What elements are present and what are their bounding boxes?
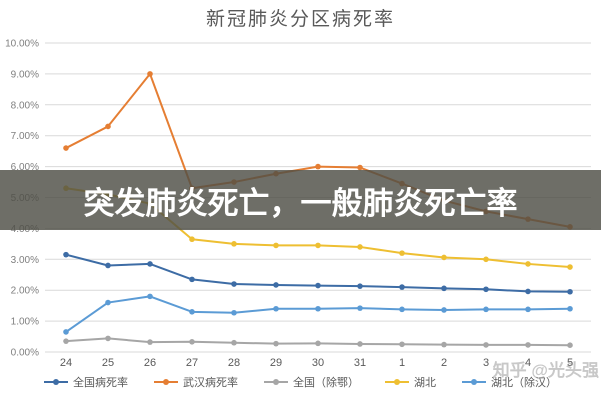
y-axis-tick-label: 8.00%	[11, 100, 39, 111]
legend-marker-icon	[44, 379, 68, 385]
legend-label: 武汉病死率	[183, 377, 238, 389]
data-point	[525, 342, 531, 348]
data-point	[147, 339, 153, 345]
legend-marker-icon	[462, 379, 486, 385]
data-point	[399, 250, 405, 256]
data-point	[189, 236, 195, 243]
data-point	[399, 306, 405, 313]
data-point	[441, 254, 447, 261]
data-point	[525, 306, 531, 313]
legend-marker-icon	[264, 379, 288, 385]
data-point	[567, 288, 573, 295]
data-point	[63, 329, 69, 335]
data-point	[483, 342, 489, 348]
data-point	[357, 283, 363, 289]
data-point	[105, 262, 111, 269]
overlay-banner-text: 突发肺炎死亡，一般肺炎死亡率	[83, 185, 518, 221]
data-point	[441, 285, 447, 292]
x-axis-tick-label: 3	[483, 357, 489, 369]
data-point	[357, 164, 363, 171]
x-axis-tick-label: 24	[60, 357, 72, 369]
x-axis-tick-label: 30	[312, 357, 324, 369]
legend-label: 全国病死率	[73, 377, 128, 389]
data-point	[315, 242, 321, 249]
data-point	[231, 309, 237, 316]
data-point	[105, 299, 111, 306]
data-point	[147, 293, 153, 300]
data-point	[273, 340, 279, 347]
data-point	[525, 288, 531, 295]
data-point	[357, 341, 363, 347]
y-axis-tick-label: 3.00%	[11, 255, 39, 266]
x-axis-tick-label: 27	[186, 357, 198, 369]
y-axis-tick-label: 10.00%	[5, 39, 39, 50]
data-point	[483, 256, 489, 263]
chart-title: 新冠肺炎分区病死率	[205, 9, 395, 30]
data-point	[567, 305, 573, 312]
x-axis-tick-label: 1	[399, 357, 405, 369]
data-point	[189, 339, 195, 345]
x-axis-tick-label: 25	[102, 357, 114, 369]
data-point	[315, 305, 321, 312]
legend-item-2: 武汉病死率	[154, 374, 238, 390]
data-point	[273, 242, 279, 249]
data-point	[147, 261, 153, 267]
data-point	[63, 338, 69, 344]
y-axis-tick-label: 2.00%	[11, 286, 39, 297]
data-point	[357, 244, 363, 250]
y-axis-tick-label: 1.00%	[11, 317, 39, 328]
data-point	[105, 335, 111, 342]
data-point	[399, 341, 405, 348]
y-axis-tick-label: 9.00%	[11, 69, 39, 80]
data-point	[147, 71, 153, 77]
legend-marker-icon	[154, 379, 178, 385]
y-axis-tick-label: 6.00%	[11, 162, 39, 173]
overlay-banner: 突发肺炎死亡，一般肺炎死亡率	[0, 170, 601, 230]
x-axis-tick-label: 4	[525, 357, 531, 369]
y-axis-tick-label: 0.00%	[11, 348, 39, 359]
legend-item-1: 全国病死率	[44, 374, 128, 390]
chart-legend: 全国病死率 武汉病死率 全国（除鄂） 湖北 湖北（除汉）	[0, 374, 601, 390]
legend-item-4: 湖北	[385, 374, 436, 390]
data-point	[483, 286, 489, 293]
data-point	[273, 305, 279, 312]
data-point	[399, 284, 405, 290]
data-point	[63, 145, 69, 151]
legend-item-3: 全国（除鄂）	[264, 374, 359, 390]
data-point	[63, 251, 69, 258]
y-axis-tick-label: 7.00%	[11, 131, 39, 142]
data-point	[315, 340, 321, 347]
data-point	[567, 264, 573, 270]
legend-marker-icon	[385, 379, 409, 385]
data-point	[315, 282, 321, 289]
watermark-text: 知乎 @光头强	[492, 361, 599, 380]
legend-label: 湖北（除汉）	[491, 377, 557, 389]
x-axis-tick-label: 29	[270, 357, 282, 369]
x-axis-tick-label: 2	[441, 357, 447, 369]
data-point	[231, 339, 237, 346]
legend-label: 全国（除鄂）	[293, 377, 359, 389]
x-axis-tick-label: 26	[144, 357, 156, 369]
data-point	[357, 305, 363, 311]
legend-label: 湖北	[414, 377, 436, 389]
data-point	[525, 261, 531, 267]
data-point	[483, 306, 489, 313]
data-point	[567, 342, 573, 349]
data-point	[315, 163, 321, 170]
legend-item-5: 湖北（除汉）	[462, 374, 557, 390]
data-point	[441, 341, 447, 348]
data-point	[231, 241, 237, 247]
data-point	[231, 281, 237, 287]
x-axis-tick-label: 31	[354, 357, 366, 369]
data-point	[189, 276, 195, 283]
series-line-湖北（除汉）	[65, 295, 571, 333]
x-axis-tick-label: 5	[567, 357, 573, 369]
data-point	[105, 123, 111, 130]
data-point	[189, 309, 195, 315]
data-point	[441, 307, 447, 313]
data-point	[273, 282, 279, 288]
x-axis-tick-label: 28	[228, 357, 240, 369]
